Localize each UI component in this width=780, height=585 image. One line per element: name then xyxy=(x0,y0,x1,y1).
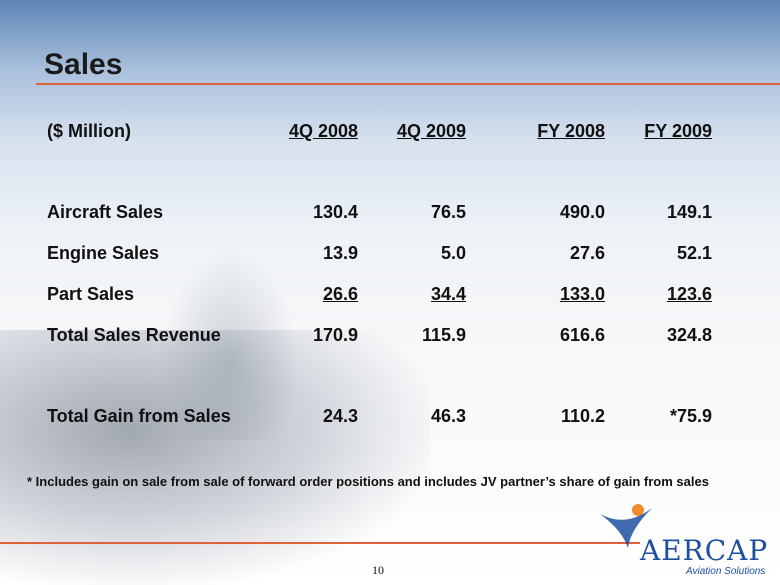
header-cell: ($ Million) xyxy=(47,121,131,141)
table-cell: 490.0 xyxy=(559,202,605,222)
row-label: Total Sales Revenue xyxy=(47,325,221,345)
logo-tagline: Aviation Solutions xyxy=(686,566,766,577)
table-cell: 27.6 xyxy=(569,243,605,263)
table-cell: 130.4 xyxy=(312,202,358,222)
table-cell: 115.9 xyxy=(421,325,466,345)
table-cell: 24.3 xyxy=(322,406,358,426)
table-cell: 13.9 xyxy=(322,243,358,263)
table-cell: 5.0 xyxy=(440,243,466,263)
logo-figure xyxy=(600,504,652,548)
table-cell: 149.1 xyxy=(666,202,712,222)
table-cell: 324.8 xyxy=(666,325,712,345)
row-label: Engine Sales xyxy=(47,243,160,263)
background-photo xyxy=(160,250,300,440)
logo-text: AERCAP xyxy=(640,534,769,567)
footnote: * Includes gain on sale from sale of for… xyxy=(27,474,709,489)
header-cell: 4Q 2008 xyxy=(288,121,358,141)
table-cell: 34.4 xyxy=(430,284,466,304)
table-cell: 616.6 xyxy=(559,325,605,345)
table-cell: 123.6 xyxy=(666,284,712,304)
table-cell: 26.6 xyxy=(322,284,358,304)
header-cell: 4Q 2009 xyxy=(396,121,466,141)
table-cell: 76.5 xyxy=(430,202,466,222)
table-cell: 46.3 xyxy=(430,406,466,426)
slide-title: Sales xyxy=(44,48,123,81)
table-cell: 52.1 xyxy=(676,243,712,263)
page-number: 10 xyxy=(372,563,384,577)
row-label: Aircraft Sales xyxy=(47,202,164,222)
header-cell: FY 2008 xyxy=(537,121,605,141)
header-cell: FY 2009 xyxy=(644,121,712,141)
row-label: Part Sales xyxy=(47,284,135,304)
table-cell: *75.9 xyxy=(669,406,712,426)
table-cell: 133.0 xyxy=(559,284,605,304)
table-cell: 110.2 xyxy=(560,406,605,426)
row-label: Total Gain from Sales xyxy=(47,406,231,426)
table-cell: 170.9 xyxy=(312,325,358,345)
title-rule xyxy=(36,83,780,85)
footer-rule xyxy=(0,542,640,544)
